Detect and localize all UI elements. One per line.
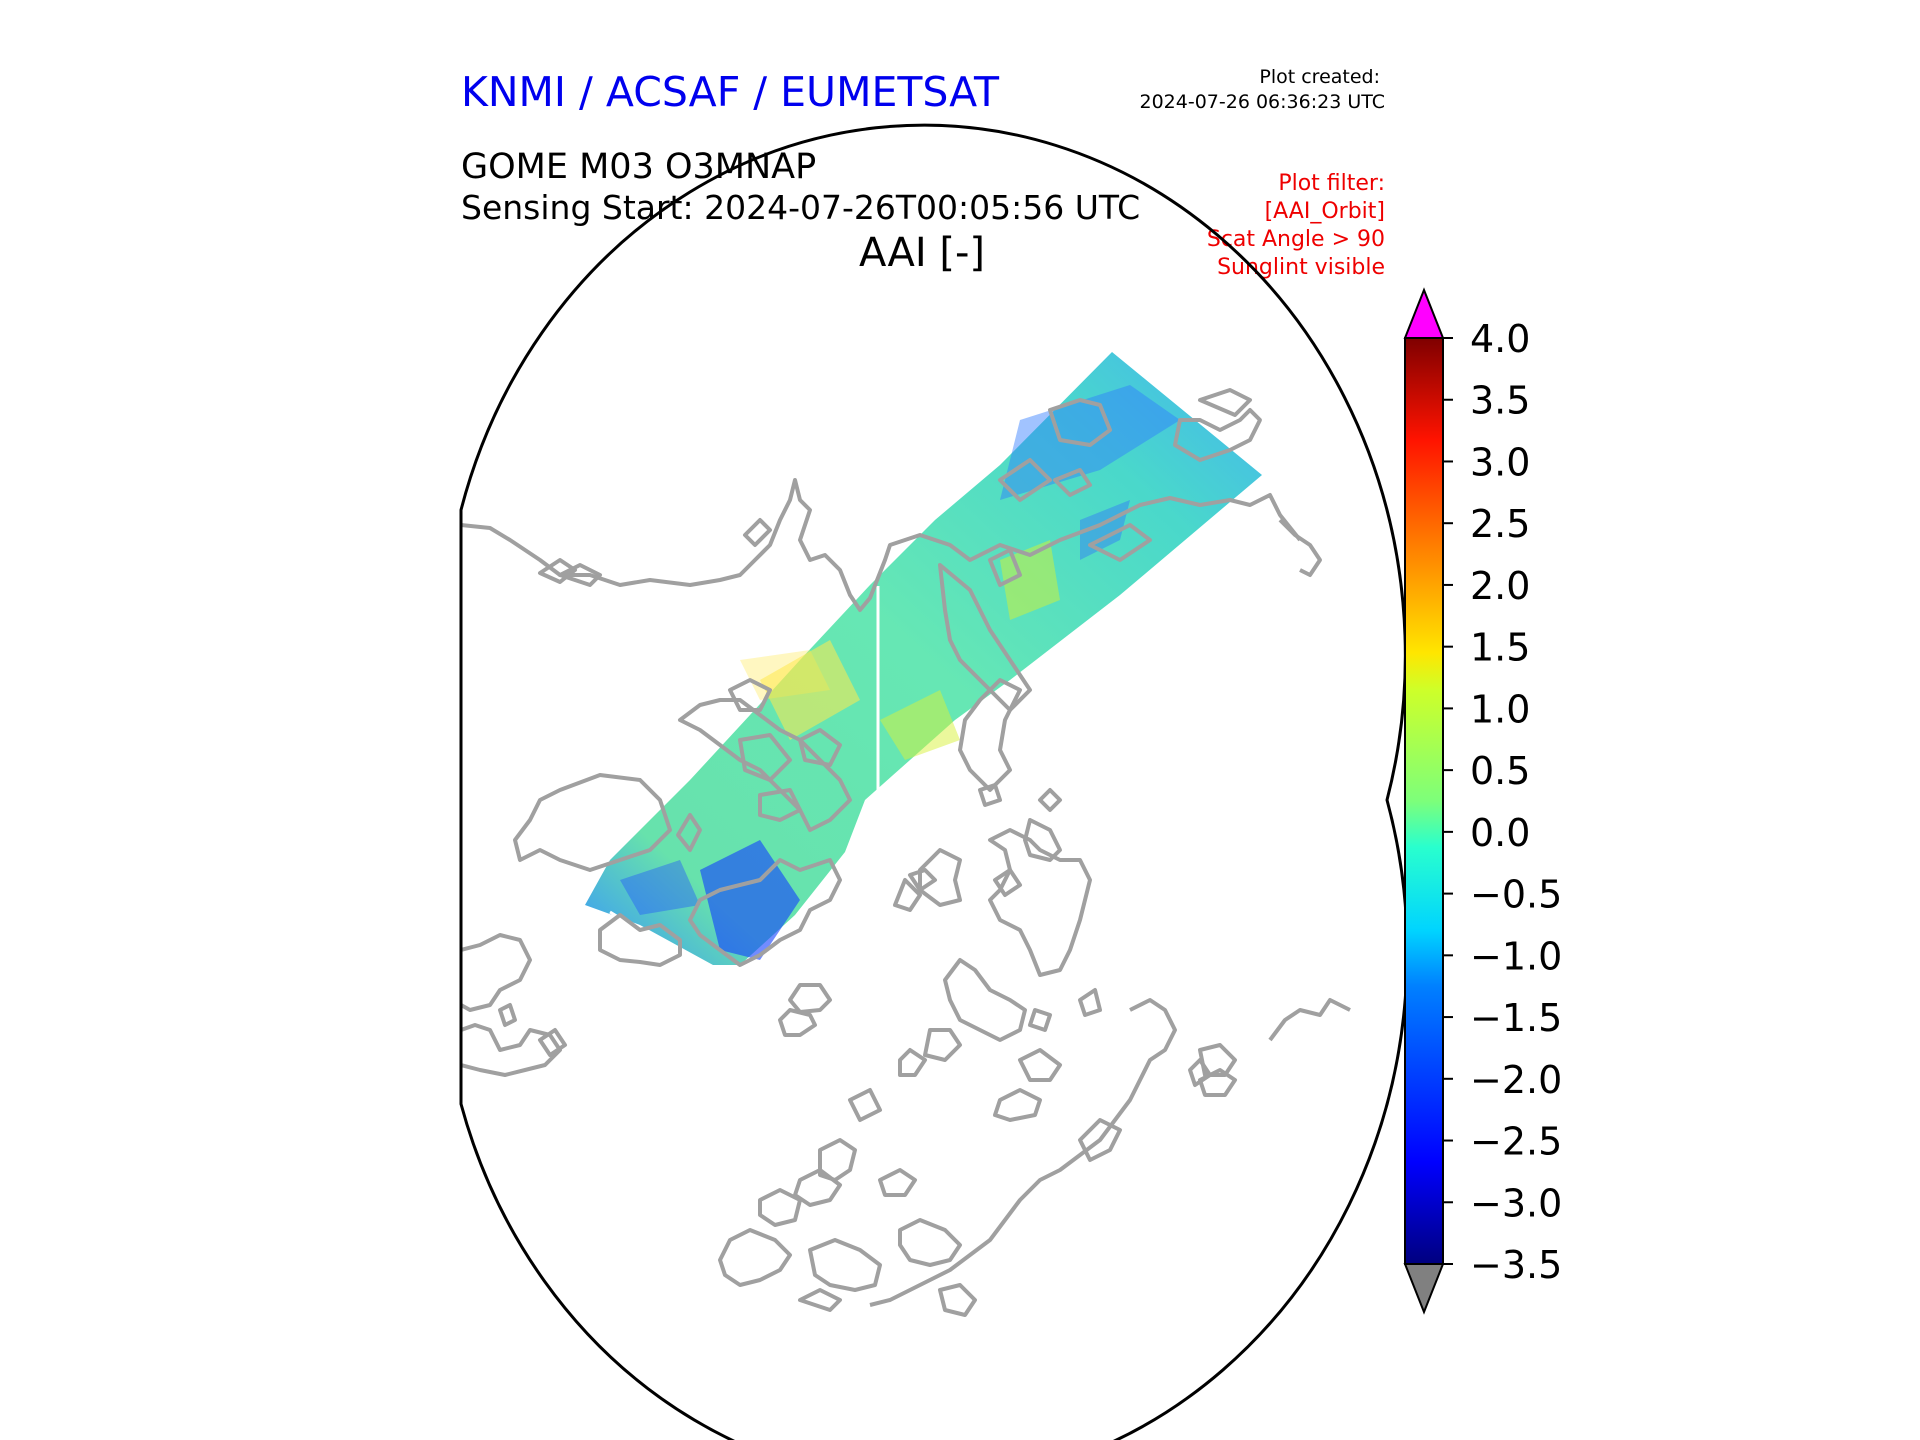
colorbar-gradient: [1404, 337, 1444, 1265]
colorbar-extend-min: [1403, 1263, 1445, 1315]
colorbar-tick-label: −2.5: [1470, 1120, 1562, 1164]
coastlines: [461, 388, 1351, 1317]
sensing-start: Sensing Start: 2024-07-26T00:05:56 UTC: [461, 188, 1140, 227]
plot-filter-title: Plot filter:: [1278, 171, 1385, 196]
plot-created-label: Plot created:: [1259, 66, 1380, 88]
colorbar-tick-label: 0.5: [1470, 749, 1530, 793]
aai-swath: [585, 352, 1262, 965]
plot-created-time: 2024-07-26 06:36:23 UTC: [1140, 91, 1386, 113]
colorbar-extend-max: [1403, 287, 1445, 339]
colorbar-tick-label: 4.0: [1470, 317, 1530, 361]
colorbar-tick-label: 2.5: [1470, 502, 1530, 546]
colorbar-tick-label: 1.5: [1470, 626, 1530, 670]
colorbar-tick-label: −3.5: [1470, 1243, 1562, 1287]
organization-title: KNMI / ACSAF / EUMETSAT: [461, 68, 1000, 116]
colorbar-tick-label: 0.0: [1470, 811, 1530, 855]
colorbar-tick-label: 2.0: [1470, 564, 1530, 608]
colorbar-tick-label: −1.0: [1470, 934, 1562, 978]
colorbar-tick-label: −1.5: [1470, 996, 1562, 1040]
colorbar-tick-label: −2.0: [1470, 1058, 1562, 1102]
colorbar-tick-label: −0.5: [1470, 873, 1562, 917]
colorbar-tick-label: 3.5: [1470, 379, 1530, 423]
colorbar: 4.0 3.5 3.0 2.5 2.0 1.5 1.0 0.5 0.0 −0.5 −1.0 −1.5 −…: [1403, 287, 1562, 1315]
plot-filter-item: Scat Angle > 90: [1207, 227, 1385, 252]
variable-title: AAI [-]: [859, 230, 985, 276]
map-boundary: [459, 123, 1409, 1440]
plot-filter-item: [AAI_Orbit]: [1265, 199, 1385, 224]
map-area: [459, 123, 1409, 1440]
colorbar-tick-label: 1.0: [1470, 687, 1530, 731]
colorbar-tick-label: 3.0: [1470, 440, 1530, 484]
colorbar-tick-label: −3.0: [1470, 1181, 1562, 1225]
product-title: GOME M03 O3MNAP: [461, 147, 816, 187]
